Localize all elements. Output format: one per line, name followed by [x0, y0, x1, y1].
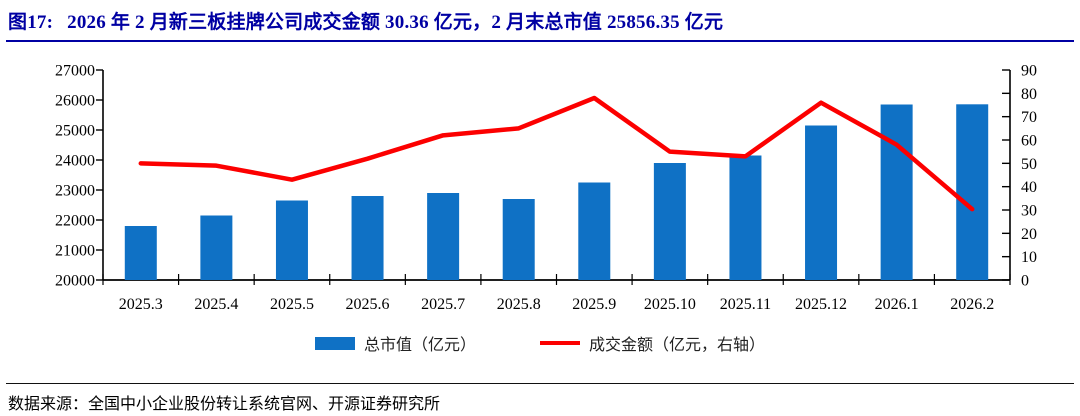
bar-2026.1: [880, 104, 913, 280]
bar-2025.6: [351, 196, 384, 280]
right-axis-tick-label: 0: [1021, 273, 1029, 290]
bar-2025.9: [578, 182, 611, 280]
legend-item-market-cap: 总市值（亿元）: [314, 331, 476, 355]
left-axis-tick-label: 27000: [55, 63, 95, 80]
bar-2025.4: [200, 215, 233, 280]
x-axis-category-label: 2025.12: [795, 296, 847, 313]
left-axis-tick-label: 26000: [55, 93, 95, 110]
right-axis-tick-label: 30: [1021, 203, 1037, 220]
x-axis-category-label: 2026.2: [950, 296, 994, 313]
data-source-label: 数据来源：: [8, 396, 89, 413]
market-cap-swatch: [314, 336, 355, 350]
x-axis-category-label: 2025.8: [497, 296, 541, 313]
right-axis-tick-label: 10: [1021, 249, 1037, 266]
x-axis-category-label: 2025.9: [572, 296, 616, 313]
bar-2025.5: [275, 200, 308, 280]
figure-title-text: 2026 年 2 月新三板挂牌公司成交金额 30.36 亿元，2 月末总市值 2…: [67, 12, 724, 33]
legend-item-turnover: 成交金额（亿元，右轴）: [540, 331, 765, 355]
left-axis-tick-label: 20000: [55, 273, 95, 290]
x-axis-category-label: 2026.1: [875, 296, 919, 313]
bar-2025.3: [124, 226, 157, 280]
x-axis-category-label: 2025.6: [346, 296, 390, 313]
bar-2025.12: [805, 125, 838, 280]
right-axis-tick-label: 80: [1021, 86, 1037, 103]
x-axis-category-label: 2025.11: [720, 296, 771, 313]
bar-2026.2: [956, 104, 989, 280]
left-axis-tick-label: 21000: [55, 243, 95, 260]
bar-2025.11: [729, 155, 762, 280]
figure-title: 图17: 2026 年 2 月新三板挂牌公司成交金额 30.36 亿元，2 月末总…: [8, 7, 723, 34]
left-axis-tick-label: 25000: [55, 123, 95, 140]
bar-2025.8: [502, 199, 535, 280]
turnover-line: [138, 95, 975, 212]
title-divider: [6, 40, 1074, 42]
bar-2025.7: [427, 193, 460, 280]
right-axis-tick-label: 70: [1021, 109, 1037, 126]
bar-2025.10: [653, 163, 686, 280]
data-source: 数据来源：全国中小企业股份转让系统官网、开源证券研究所: [8, 390, 440, 414]
figure-number-label: 图17:: [8, 12, 54, 33]
right-axis-tick-label: 50: [1021, 156, 1037, 173]
chart-legend: 总市值（亿元） 成交金额（亿元，右轴）: [0, 331, 1080, 355]
left-axis-tick-label: 23000: [55, 183, 95, 200]
right-axis-tick-label: 40: [1021, 179, 1037, 196]
legend-label-turnover: 成交金额（亿元，右轴）: [589, 337, 766, 354]
x-axis-category-label: 2025.4: [194, 296, 238, 313]
left-axis-tick-label: 24000: [55, 153, 95, 170]
x-axis-category-label: 2025.7: [421, 296, 465, 313]
footer-divider: [6, 383, 1074, 384]
x-axis-category-label: 2025.3: [119, 296, 163, 313]
x-axis-category-label: 2025.10: [644, 296, 696, 313]
x-axis-category-label: 2025.5: [270, 296, 314, 313]
left-axis-tick-label: 22000: [55, 213, 95, 230]
legend-label-market-cap: 总市值（亿元）: [363, 337, 476, 354]
right-axis-tick-label: 90: [1021, 63, 1037, 80]
right-axis-tick-label: 20: [1021, 226, 1037, 243]
data-source-text: 全国中小企业股份转让系统官网、开源证券研究所: [88, 396, 441, 413]
turnover-swatch: [540, 341, 580, 345]
right-axis-tick-label: 60: [1021, 133, 1037, 150]
